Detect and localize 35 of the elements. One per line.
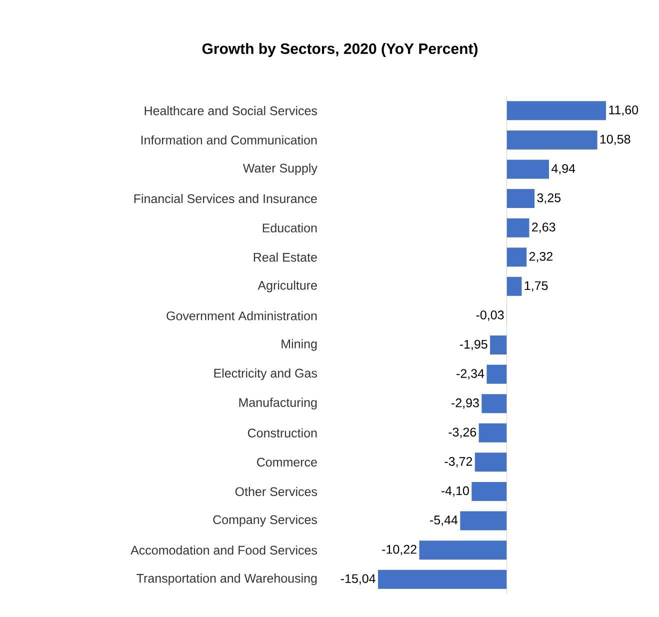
y-tick-label: Construction: [248, 428, 317, 438]
y-tick-label: Mining: [282, 339, 317, 351]
y-tick-label: Company Services: [213, 514, 317, 527]
y-tick-label: Information and Communication: [141, 135, 317, 145]
y-tick-label: Education: [262, 223, 317, 232]
data-label: 2,32: [529, 252, 552, 262]
chart-title: Growth by Sectors, 2020 (YoY Percent): [202, 42, 478, 57]
data-label: -3,72: [444, 457, 472, 468]
y-tick-label: Agriculture: [258, 280, 317, 292]
y-tick-label: Government Administration: [166, 311, 317, 320]
data-label: -10,22: [382, 544, 416, 556]
y-tick-label: Electricity and Gas: [214, 368, 318, 380]
y-tick-label: Real Estate: [254, 252, 317, 262]
data-label: -3,26: [448, 428, 476, 438]
y-tick-label: Water Supply: [242, 163, 318, 176]
y-tick-label: Healthcare and Social Services: [144, 106, 317, 116]
data-label: 2,63: [532, 222, 556, 233]
data-label: 11,60: [609, 105, 638, 116]
data-label: -4,10: [442, 486, 469, 497]
data-label: -2,34: [456, 369, 484, 380]
data-label: -0,03: [476, 310, 504, 321]
data-label: 4,94: [551, 164, 576, 174]
y-tick-label: Transportation and Warehousing: [136, 574, 317, 586]
data-label: -2,93: [452, 398, 479, 409]
y-tick-label: Other Services: [235, 486, 318, 496]
data-label: -5,44: [430, 516, 458, 526]
data-label: 3,25: [537, 193, 561, 204]
data-label: 1,75: [524, 281, 548, 292]
y-tick-label: Manufacturing: [239, 398, 317, 410]
data-label: -15,04: [340, 574, 376, 585]
y-tick-label: Financial Services and Insurance: [134, 194, 317, 204]
data-label: 10,58: [600, 134, 630, 146]
data-label: -1,95: [460, 340, 488, 350]
y-tick-label: Accomodation and Food Services: [130, 545, 317, 555]
y-tick-label: Commerce: [257, 458, 317, 467]
